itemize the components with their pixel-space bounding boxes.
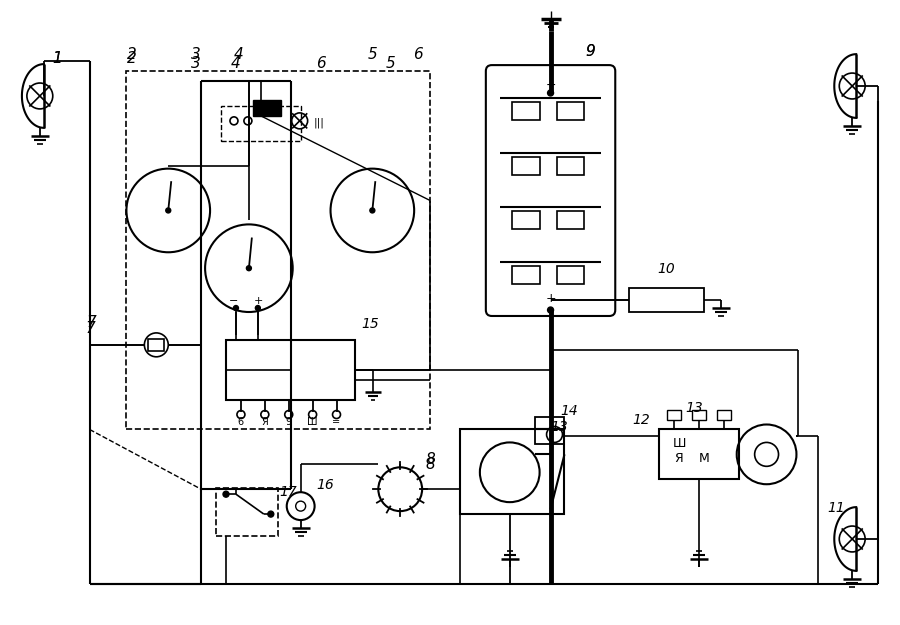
- Text: 6: 6: [238, 418, 244, 428]
- Text: 4: 4: [231, 56, 241, 71]
- Text: 1: 1: [52, 51, 61, 66]
- Bar: [556, 157, 584, 174]
- Text: 5: 5: [367, 47, 377, 62]
- Bar: [126, 71, 430, 429]
- Text: 6: 6: [413, 47, 423, 62]
- Text: +: +: [254, 296, 264, 306]
- Bar: [221, 106, 301, 141]
- Text: 15: 15: [362, 317, 379, 331]
- Bar: [512, 211, 540, 229]
- Circle shape: [547, 307, 553, 313]
- Text: −: −: [545, 79, 556, 92]
- Text: 17: 17: [279, 485, 297, 499]
- Text: 13: 13: [685, 401, 703, 414]
- Text: 12: 12: [633, 414, 650, 428]
- Text: 7: 7: [86, 321, 95, 336]
- Bar: [216, 488, 278, 536]
- Bar: [226, 340, 356, 399]
- Text: М: М: [698, 452, 709, 465]
- Text: 6: 6: [316, 56, 326, 71]
- Text: 9: 9: [285, 418, 292, 428]
- Circle shape: [166, 208, 171, 213]
- Circle shape: [247, 266, 251, 271]
- Text: 10: 10: [657, 262, 675, 276]
- Bar: [667, 409, 681, 419]
- Text: 3: 3: [192, 56, 201, 71]
- Bar: [629, 288, 704, 312]
- Circle shape: [268, 511, 274, 517]
- Bar: [535, 416, 564, 444]
- Text: Я: Я: [675, 452, 683, 465]
- Bar: [512, 266, 540, 284]
- Circle shape: [256, 306, 260, 311]
- Text: 16: 16: [317, 478, 335, 492]
- Bar: [512, 102, 540, 120]
- Bar: [512, 157, 540, 174]
- Bar: [556, 211, 584, 229]
- Circle shape: [233, 306, 238, 311]
- Text: 3: 3: [192, 47, 201, 62]
- Bar: [460, 429, 564, 514]
- Bar: [556, 266, 584, 284]
- Circle shape: [547, 90, 553, 96]
- Text: |||: |||: [313, 118, 325, 128]
- Text: 4: 4: [234, 47, 244, 62]
- Bar: [659, 429, 739, 479]
- Text: 14: 14: [561, 404, 579, 418]
- Text: 11: 11: [827, 501, 845, 515]
- Text: +: +: [545, 292, 556, 305]
- Bar: [253, 100, 281, 116]
- Bar: [716, 409, 731, 419]
- Text: 5: 5: [385, 56, 395, 71]
- Circle shape: [223, 491, 229, 497]
- Text: 1: 1: [52, 51, 61, 66]
- Text: 8: 8: [425, 458, 435, 472]
- Text: −: −: [230, 296, 238, 306]
- Bar: [692, 409, 706, 419]
- Text: 9: 9: [586, 44, 595, 59]
- Text: =: =: [332, 418, 340, 428]
- Bar: [556, 102, 584, 120]
- Text: Ш: Ш: [672, 437, 686, 450]
- Text: 2: 2: [127, 47, 136, 62]
- Text: 7: 7: [86, 315, 96, 330]
- Text: 13: 13: [551, 421, 569, 434]
- Text: Я: Я: [262, 418, 268, 428]
- Circle shape: [370, 208, 374, 213]
- Text: Ш: Ш: [308, 418, 318, 428]
- Text: 9: 9: [586, 44, 595, 59]
- Text: 2: 2: [127, 51, 136, 66]
- Text: 8: 8: [425, 452, 435, 468]
- Bar: [148, 339, 165, 351]
